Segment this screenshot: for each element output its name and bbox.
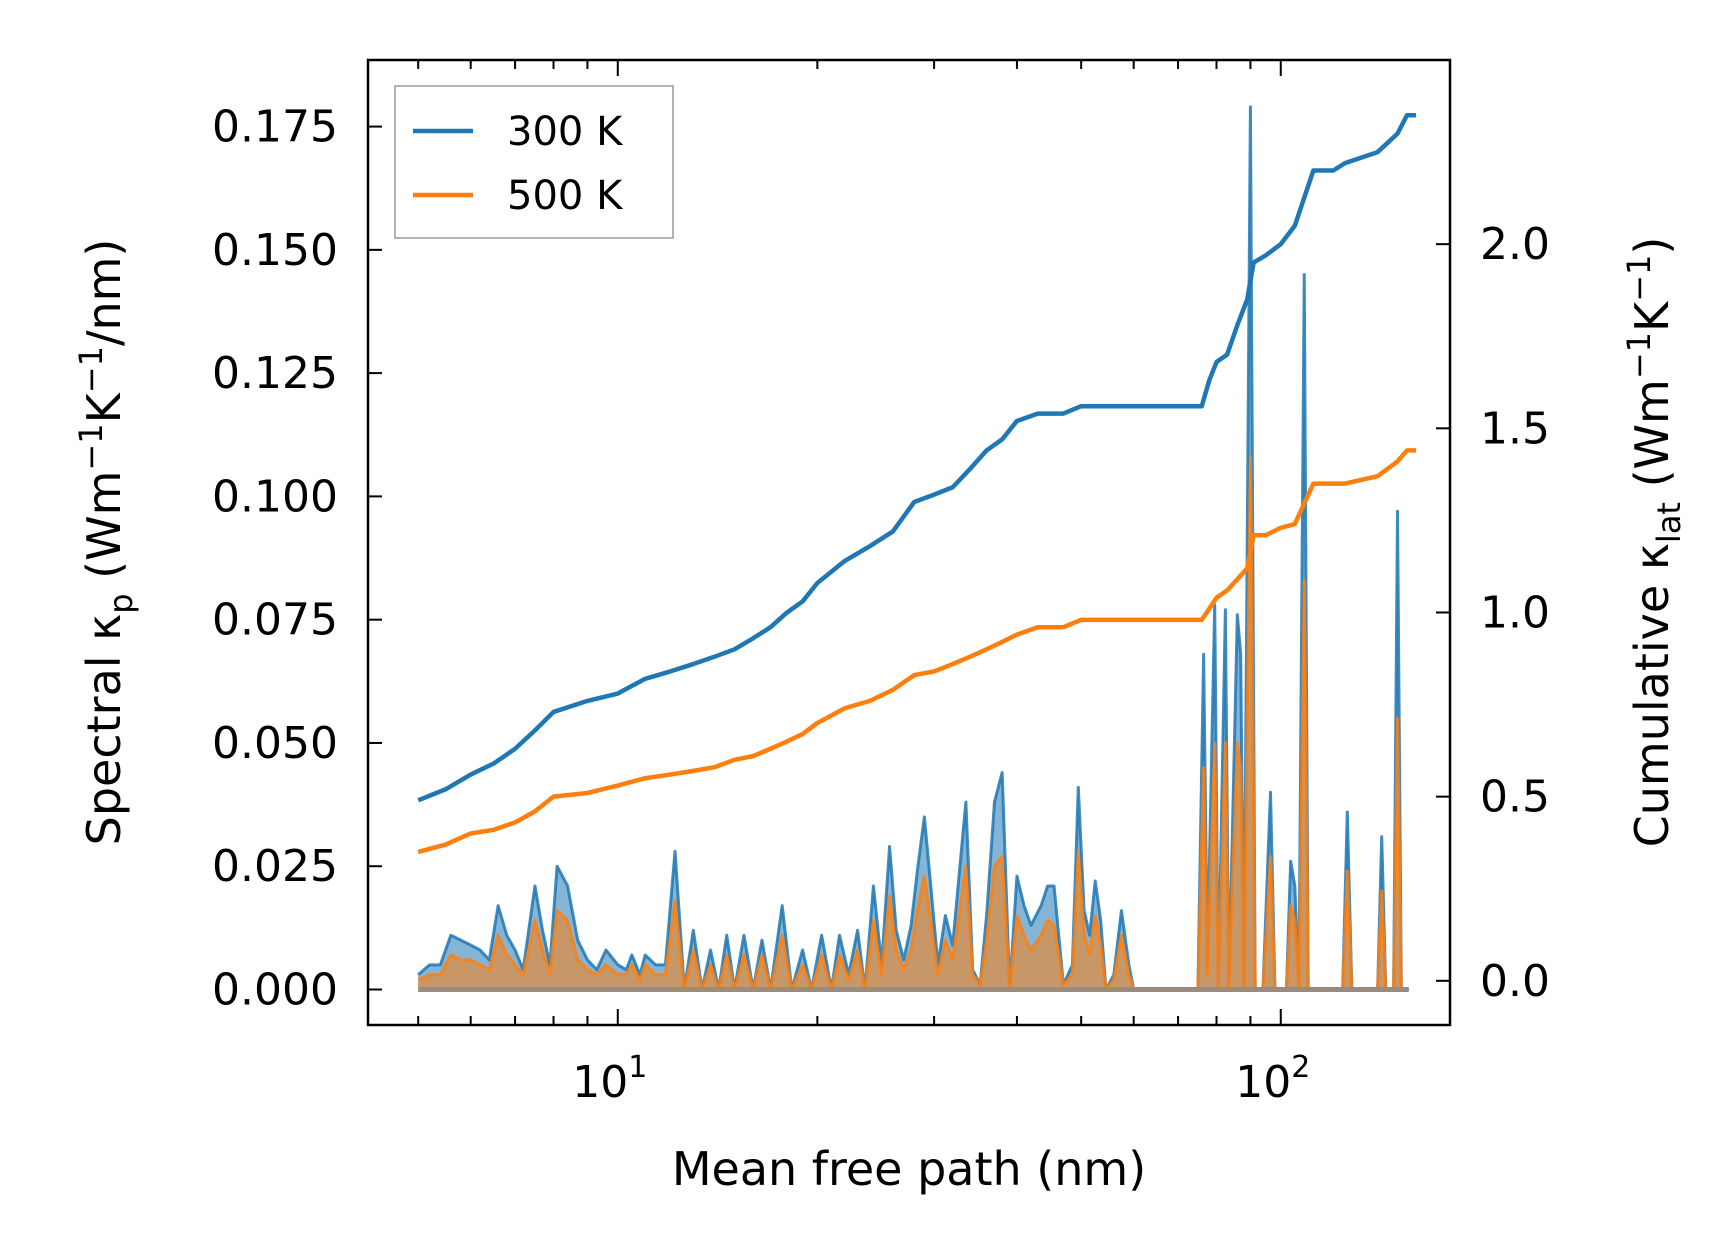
cumulative-line-500-k: [417, 448, 1417, 855]
axes: 101 102 0.000 0.025 0.050 0.075 0.100 0.125 0.15…: [72, 58, 1688, 1196]
plot-series: [417, 105, 1417, 992]
y-right-tick-label: 1.0: [1480, 587, 1550, 638]
cumulative-line-300-k: [417, 113, 1417, 803]
y-right-tick-label: 2.0: [1480, 219, 1550, 270]
y-left-tick-label: 0.075: [212, 595, 338, 646]
legend-label: 500 K: [507, 173, 624, 219]
y-right-tick-label: 1.5: [1480, 403, 1550, 454]
x-axis-title: Mean free path (nm): [672, 1142, 1146, 1196]
x-tick-label: 101: [572, 1050, 647, 1108]
y-right-axis-title: Cumulative κlat (Wm−1K−1): [1620, 237, 1688, 848]
y-right-tick-label: 0.5: [1480, 772, 1550, 823]
y-left-axis-title: Spectral κp (Wm−1K−1/nm): [72, 239, 140, 846]
plot-frame: [366, 58, 1452, 1027]
y-right-tick-label: 0.0: [1480, 956, 1550, 1007]
y-left-tick-label: 0.000: [212, 964, 338, 1015]
y-left-tick-label: 0.050: [212, 718, 338, 769]
y-left-tick-label: 0.175: [212, 102, 338, 153]
legend-label: 300 K: [507, 109, 624, 155]
y-left-tick-label: 0.100: [212, 471, 338, 522]
plot-area: [417, 105, 1417, 992]
y-left-tick-label: 0.125: [212, 348, 338, 399]
legend: 300 K 500 K: [394, 85, 674, 239]
legend-box: [394, 85, 674, 239]
y-left-tick-label: 0.025: [212, 841, 338, 892]
x-tick-label: 102: [1235, 1050, 1310, 1108]
y-left-tick-label: 0.150: [212, 225, 338, 276]
